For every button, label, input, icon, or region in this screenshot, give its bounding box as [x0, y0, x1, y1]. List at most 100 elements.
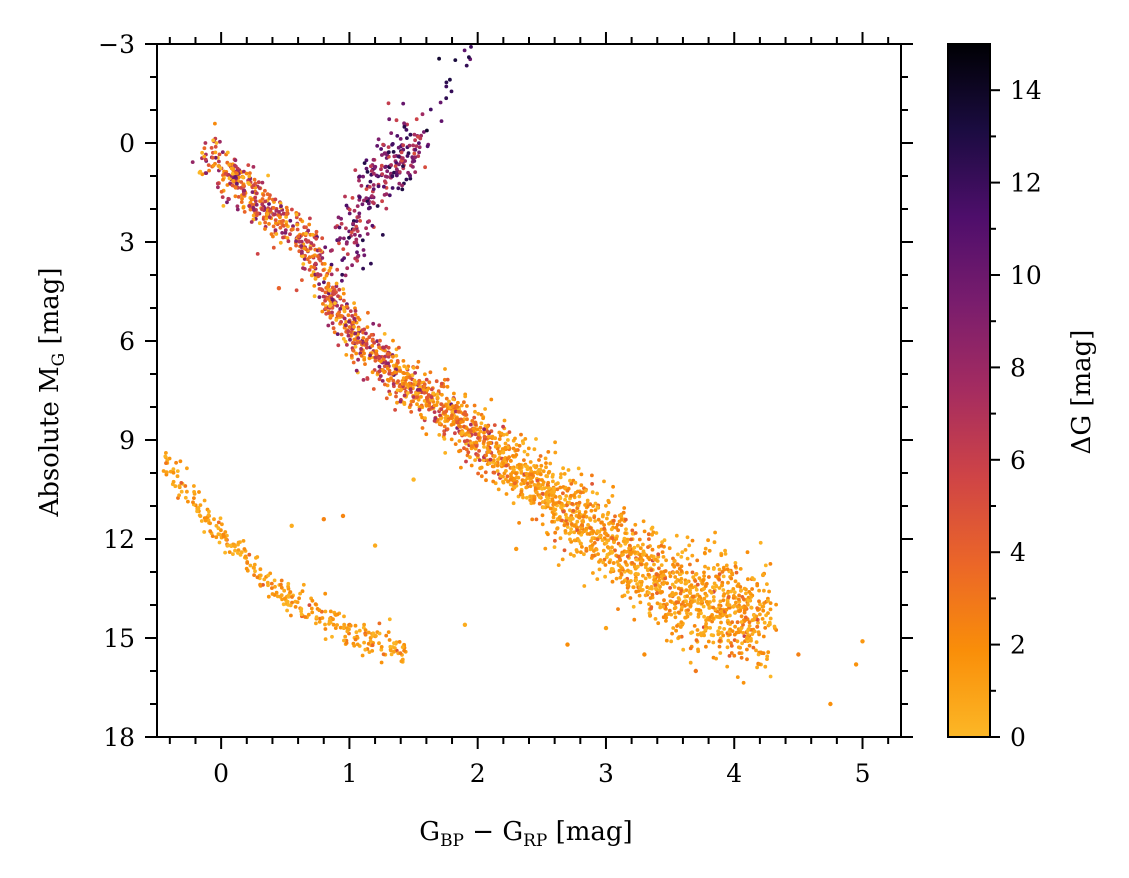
data-point — [370, 223, 375, 228]
data-point — [482, 439, 486, 444]
data-point — [733, 564, 738, 569]
data-point — [299, 612, 304, 617]
data-point — [174, 460, 179, 465]
data-point — [514, 448, 519, 453]
data-point — [358, 233, 362, 238]
data-point — [717, 644, 722, 649]
data-point — [534, 490, 539, 495]
data-point — [623, 531, 628, 535]
data-point — [364, 331, 368, 336]
data-point — [200, 150, 205, 155]
data-point — [233, 158, 238, 163]
data-point — [343, 323, 348, 328]
data-point — [364, 226, 368, 231]
data-point — [561, 491, 565, 496]
data-point — [192, 484, 196, 488]
data-point — [474, 444, 479, 448]
data-point — [396, 379, 400, 384]
data-point — [593, 519, 597, 523]
data-point — [711, 595, 716, 599]
data-point — [415, 388, 420, 392]
data-point — [661, 555, 666, 559]
data-point — [634, 578, 638, 582]
data-point — [362, 351, 366, 356]
data-point — [649, 606, 653, 611]
data-point — [503, 441, 508, 446]
data-point — [361, 336, 366, 340]
data-point — [610, 545, 614, 550]
data-point — [338, 625, 343, 630]
colorbar-tick-label: 12 — [1010, 169, 1042, 198]
data-point — [352, 643, 357, 648]
data-point — [379, 645, 384, 649]
data-point — [725, 664, 730, 669]
data-point — [165, 470, 169, 475]
data-point — [239, 180, 244, 184]
data-point — [514, 442, 519, 447]
data-point — [299, 609, 303, 614]
data-point — [414, 391, 418, 396]
data-point — [633, 550, 637, 554]
data-point — [233, 194, 238, 199]
data-point — [687, 543, 692, 548]
data-point — [656, 621, 661, 626]
data-point — [322, 280, 326, 285]
data-point — [354, 630, 359, 635]
data-point — [673, 615, 678, 620]
data-point — [487, 434, 491, 439]
data-point — [225, 150, 230, 155]
data-point — [270, 592, 275, 596]
data-point — [216, 520, 221, 525]
data-point — [616, 528, 620, 533]
data-point — [438, 416, 443, 421]
data-point — [258, 567, 263, 572]
data-point — [332, 292, 337, 296]
data-point — [267, 196, 272, 201]
data-point — [242, 188, 247, 193]
data-point — [290, 207, 294, 212]
data-point — [286, 584, 290, 589]
data-point — [337, 287, 342, 292]
data-point — [726, 580, 730, 585]
data-point — [328, 288, 332, 292]
data-point — [250, 190, 255, 195]
data-point — [429, 387, 434, 392]
data-point — [496, 487, 501, 492]
data-point — [678, 625, 683, 629]
data-point — [732, 590, 737, 595]
data-point — [370, 200, 375, 205]
data-point — [208, 529, 213, 534]
data-point — [235, 181, 239, 186]
data-point — [275, 594, 280, 599]
data-point — [558, 496, 563, 501]
data-point — [335, 623, 339, 627]
data-point — [758, 540, 763, 545]
data-point — [362, 357, 367, 362]
data-point — [372, 171, 376, 176]
data-point — [553, 440, 557, 445]
data-point — [604, 541, 609, 545]
data-point — [595, 537, 600, 542]
data-point — [364, 187, 369, 192]
data-point — [322, 276, 327, 281]
data-point — [712, 540, 717, 545]
data-point — [532, 497, 537, 502]
data-point — [317, 257, 321, 261]
data-point — [474, 441, 479, 446]
data-point — [726, 595, 731, 600]
data-point — [572, 538, 577, 543]
data-point — [375, 144, 380, 148]
data-point — [308, 246, 313, 251]
data-point — [332, 330, 337, 335]
data-point — [730, 629, 735, 633]
data-point — [451, 397, 456, 401]
data-point — [271, 206, 276, 210]
data-point — [705, 600, 710, 604]
data-point — [221, 204, 226, 208]
data-point — [595, 505, 600, 509]
data-point — [612, 540, 616, 545]
data-point — [602, 479, 606, 484]
data-point — [547, 486, 551, 490]
data-point — [382, 193, 387, 197]
data-point — [235, 204, 240, 209]
